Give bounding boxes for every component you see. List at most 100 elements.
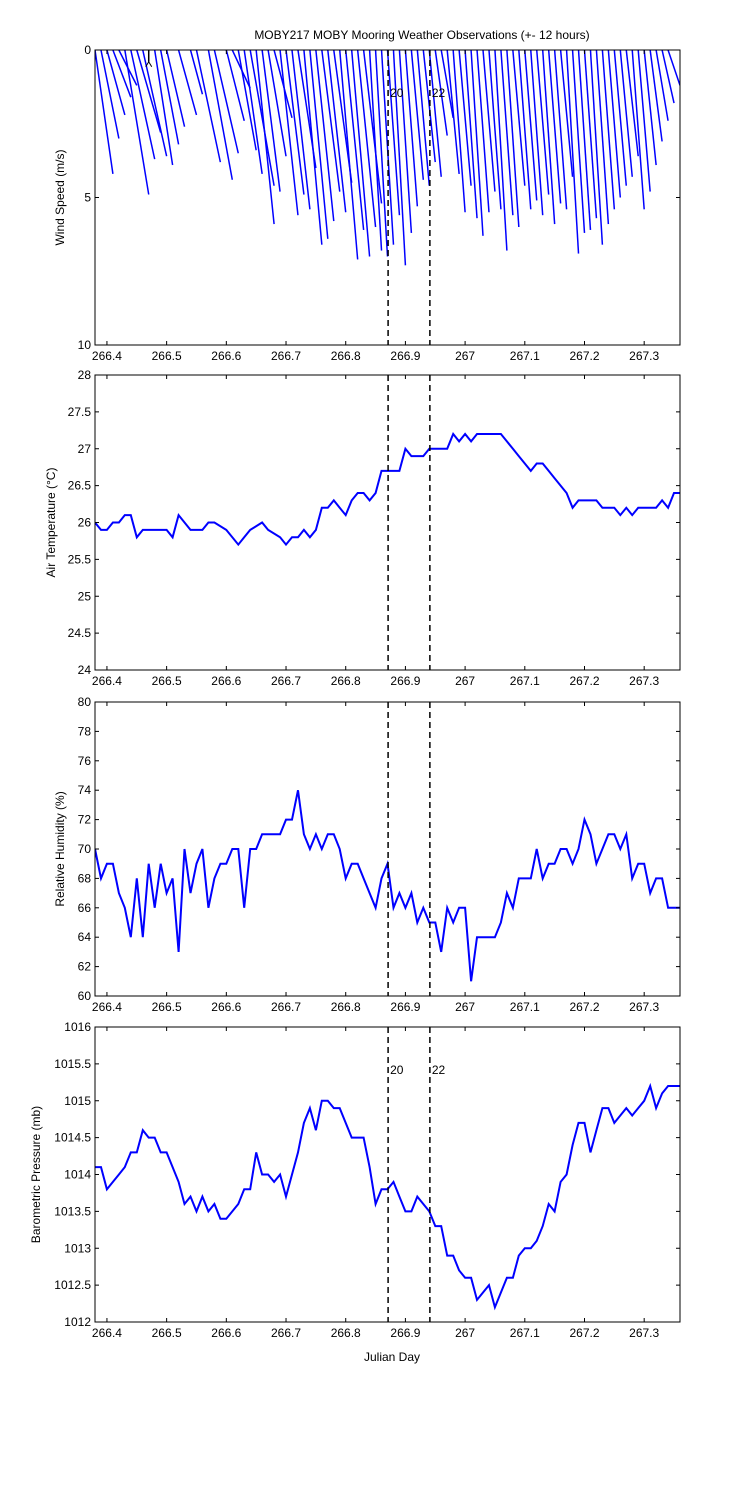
wind-vector (362, 50, 383, 204)
wind-vector (249, 50, 275, 186)
wind-vector (601, 50, 616, 210)
wind-vector (422, 50, 437, 163)
x-tick-label: 267.3 (629, 1000, 659, 1014)
wind-vector (649, 50, 663, 142)
x-tick-label: 266.6 (211, 1326, 241, 1340)
y-tick-label: 10 (78, 338, 92, 352)
x-tick-label: 266.8 (331, 1326, 361, 1340)
x-tick-label: 266.4 (92, 1326, 122, 1340)
wind-vector (547, 50, 562, 204)
x-tick-label: 266.7 (271, 1000, 301, 1014)
x-tick-label: 266.6 (211, 1000, 241, 1014)
wind-vector (637, 50, 651, 192)
x-tick-label: 266.9 (390, 674, 420, 688)
wind-vector (428, 50, 442, 177)
wind-vector (452, 50, 466, 213)
wind-vector (177, 50, 198, 116)
x-tick-label: 267 (455, 674, 475, 688)
y-tick-label: 1013.5 (54, 1204, 91, 1218)
series-line (95, 432, 680, 547)
x-tick-label: 267.1 (510, 1000, 540, 1014)
x-tick-label: 266.8 (331, 349, 361, 363)
x-tick-label: 266.6 (211, 674, 241, 688)
y-tick-label: 0 (84, 43, 91, 57)
x-tick-label: 266.9 (390, 1000, 420, 1014)
y-tick-label: 70 (78, 842, 92, 856)
wind-vector (136, 50, 162, 133)
y-tick-label: 27.5 (68, 405, 92, 419)
wind-vector (476, 50, 490, 213)
wind-vector (524, 50, 538, 201)
y-tick-label: 24 (78, 663, 92, 677)
x-tick-label: 267.2 (569, 1000, 599, 1014)
wind-vector (243, 50, 263, 175)
wind-vector (607, 50, 622, 198)
wind-vector (565, 50, 580, 254)
x-tick-label: 267 (455, 349, 475, 363)
wind-vector (667, 50, 680, 86)
panel-4: 20 22 1012 1012.5 1013 1013.5 1014 1014.5 1015 10… (29, 1020, 681, 1340)
wind-vector (368, 50, 383, 251)
y-axis-label: Air Temperature (°C) (44, 468, 58, 578)
y-tick-label: 28 (78, 368, 92, 382)
x-tick-label: 266.8 (331, 1000, 361, 1014)
x-tick-label: 267.2 (569, 1326, 599, 1340)
wind-vector (518, 50, 532, 210)
wind-vector (404, 50, 419, 207)
y-tick-label: 72 (78, 813, 92, 827)
y-axis-label: Relative Humidity (%) (53, 791, 67, 906)
y-tick-label: 1015.5 (54, 1057, 91, 1071)
y-tick-label: 24.5 (68, 626, 92, 640)
marker-label: 20 (390, 86, 404, 100)
y-tick-label: 27 (78, 442, 92, 456)
wind-vector (153, 50, 174, 166)
wind-vector (195, 50, 222, 163)
wind-vector (559, 50, 574, 177)
wind-vector (130, 50, 156, 160)
panel-3: 60 62 64 66 68 70 72 74 76 78 80 266.4 266.5 266.6 266… (53, 695, 681, 1014)
wind-vector (237, 50, 257, 151)
panel-2: 24 24.5 25 25.5 26 26.5 27 27.5 28 266.4 266.5 266.… (44, 368, 681, 688)
y-tick-label: 74 (78, 783, 92, 797)
x-tick-label: 266.5 (152, 349, 182, 363)
wind-vector (553, 50, 568, 210)
chart-title: MOBY217 MOBY Mooring Weather Observation… (254, 28, 589, 42)
wind-vector (285, 50, 305, 195)
wind-vector (619, 50, 633, 177)
y-tick-label: 78 (78, 724, 92, 738)
wind-vector (142, 50, 168, 157)
wind-vector (595, 50, 610, 225)
y-tick-label: 25.5 (68, 552, 92, 566)
wind-vector (267, 50, 287, 157)
y-axis-label: Barometric Pressure (mb) (29, 1106, 43, 1243)
x-tick-label: 266.4 (92, 349, 122, 363)
wind-vector (482, 50, 496, 192)
wind-vector (541, 50, 556, 225)
wind-vector (315, 50, 335, 222)
wind-vector (470, 50, 484, 236)
wind-vector (356, 50, 377, 228)
wind-vector (392, 50, 407, 266)
wind-vector (661, 50, 675, 104)
wind-vector (440, 50, 454, 118)
x-axis-label: Julian Day (364, 1350, 420, 1364)
y-tick-label: 25 (78, 589, 92, 603)
wind-vector (458, 50, 472, 186)
y-tick-label: 1014.5 (54, 1131, 91, 1145)
y-tick-label: 26.5 (68, 479, 92, 493)
wind-vector (213, 50, 239, 154)
wind-vector (398, 50, 413, 233)
wind-vector (95, 50, 114, 175)
wind-vector (446, 50, 460, 174)
x-tick-label: 266.7 (271, 1326, 301, 1340)
x-tick-label: 267.2 (569, 349, 599, 363)
x-tick-label: 266.4 (92, 1000, 122, 1014)
wind-vector (488, 50, 502, 210)
y-tick-label: 1012 (64, 1315, 91, 1329)
wind-vector (625, 50, 639, 157)
y-tick-label: 76 (78, 754, 92, 768)
wind-vector (165, 50, 186, 127)
wind-vector (434, 50, 448, 136)
y-tick-label: 68 (78, 871, 92, 885)
